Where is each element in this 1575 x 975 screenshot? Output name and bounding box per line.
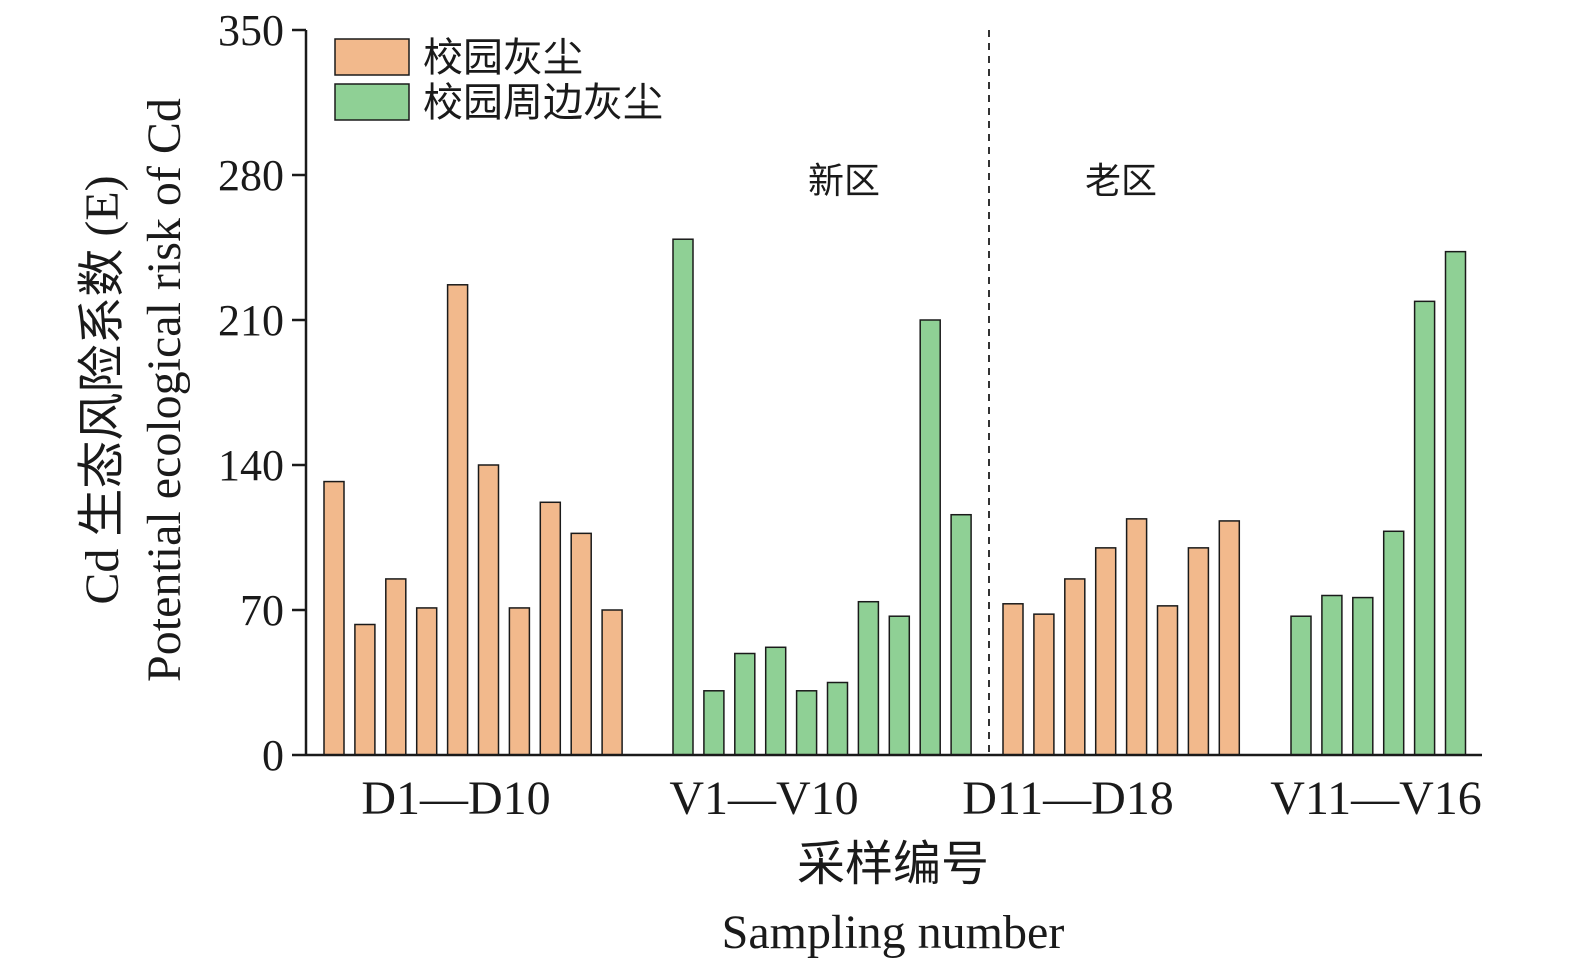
legend: 校园灰尘 校园周边灰尘 [334,35,663,125]
bar-campus-2-5 [1125,518,1148,756]
y-tick-label: 0 [262,731,284,780]
bar-surrounding-3-1 [1290,615,1312,756]
bar-surrounding-1-7 [857,600,880,756]
bar-surrounding-3-3 [1352,596,1374,756]
region-label-old: 老区 [1085,161,1157,201]
bar-surrounding-1-2 [703,690,725,756]
y-tick-label: 70 [240,586,284,635]
bar-campus-0-1 [323,480,345,756]
bar-surrounding-1-3 [734,652,756,756]
y-tick-label: 210 [218,296,284,345]
y-tick-label: 280 [218,151,284,200]
bar-surrounding-1-4 [764,646,787,756]
legend-label-surrounding: 校园周边灰尘 [423,80,663,125]
bar-campus-0-3 [385,578,407,756]
bar-surrounding-1-8 [888,615,911,756]
bar-surrounding-1-5 [795,690,818,756]
y-tick-label: 350 [218,6,284,55]
bar-campus-0-4 [415,607,438,756]
bar-campus-0-2 [354,623,376,756]
x-group-label: V1—V10 [669,772,858,825]
bar-campus-2-8 [1218,520,1241,756]
bars-layer [323,238,1467,756]
bar-campus-2-6 [1156,605,1179,756]
bar-surrounding-3-2 [1321,594,1343,756]
bar-campus-0-10 [601,609,623,756]
bar-campus-0-5 [446,284,469,756]
bar-campus-0-8 [539,501,562,756]
bar-surrounding-3-4 [1382,530,1405,756]
x-group-label: D11—D18 [962,772,1174,825]
bar-campus-2-7 [1187,547,1210,756]
bar-campus-2-3 [1064,578,1086,756]
y-axis-title-en: Potential ecological risk of Cd [138,98,191,682]
bar-campus-2-2 [1033,613,1055,756]
bar-surrounding-1-10 [950,513,972,756]
x-group-label: D1—D10 [361,772,550,825]
bar-surrounding-1-1 [672,238,694,756]
x-group-labels: D1—D10 V1—V10 D11—D18 V11—V16 [361,772,1481,825]
x-axis-title-en: Sampling number [722,906,1065,959]
y-axis-title-cn: Cd 生态风险系数 (E) [76,175,129,604]
x-axis-title-cn: 采样编号 [797,838,989,891]
region-label-new: 新区 [808,161,880,201]
legend-swatch-campus [334,38,410,76]
x-group-label: V11—V16 [1270,772,1482,825]
bar-surrounding-3-6 [1444,250,1467,756]
y-tick-label: 140 [218,441,284,490]
bar-surrounding-3-5 [1413,300,1436,756]
bar-campus-0-9 [570,532,592,756]
y-ticks: 0 70 140 210 280 350 [218,6,306,780]
legend-swatch-surrounding [334,83,410,121]
bar-surrounding-1-9 [919,319,941,756]
bar-campus-0-7 [508,607,531,756]
bar-campus-0-6 [477,464,500,756]
legend-label-campus: 校园灰尘 [423,35,583,80]
bar-campus-2-1 [1002,603,1024,756]
bar-surrounding-1-6 [826,681,849,756]
bar-campus-2-4 [1094,547,1117,756]
